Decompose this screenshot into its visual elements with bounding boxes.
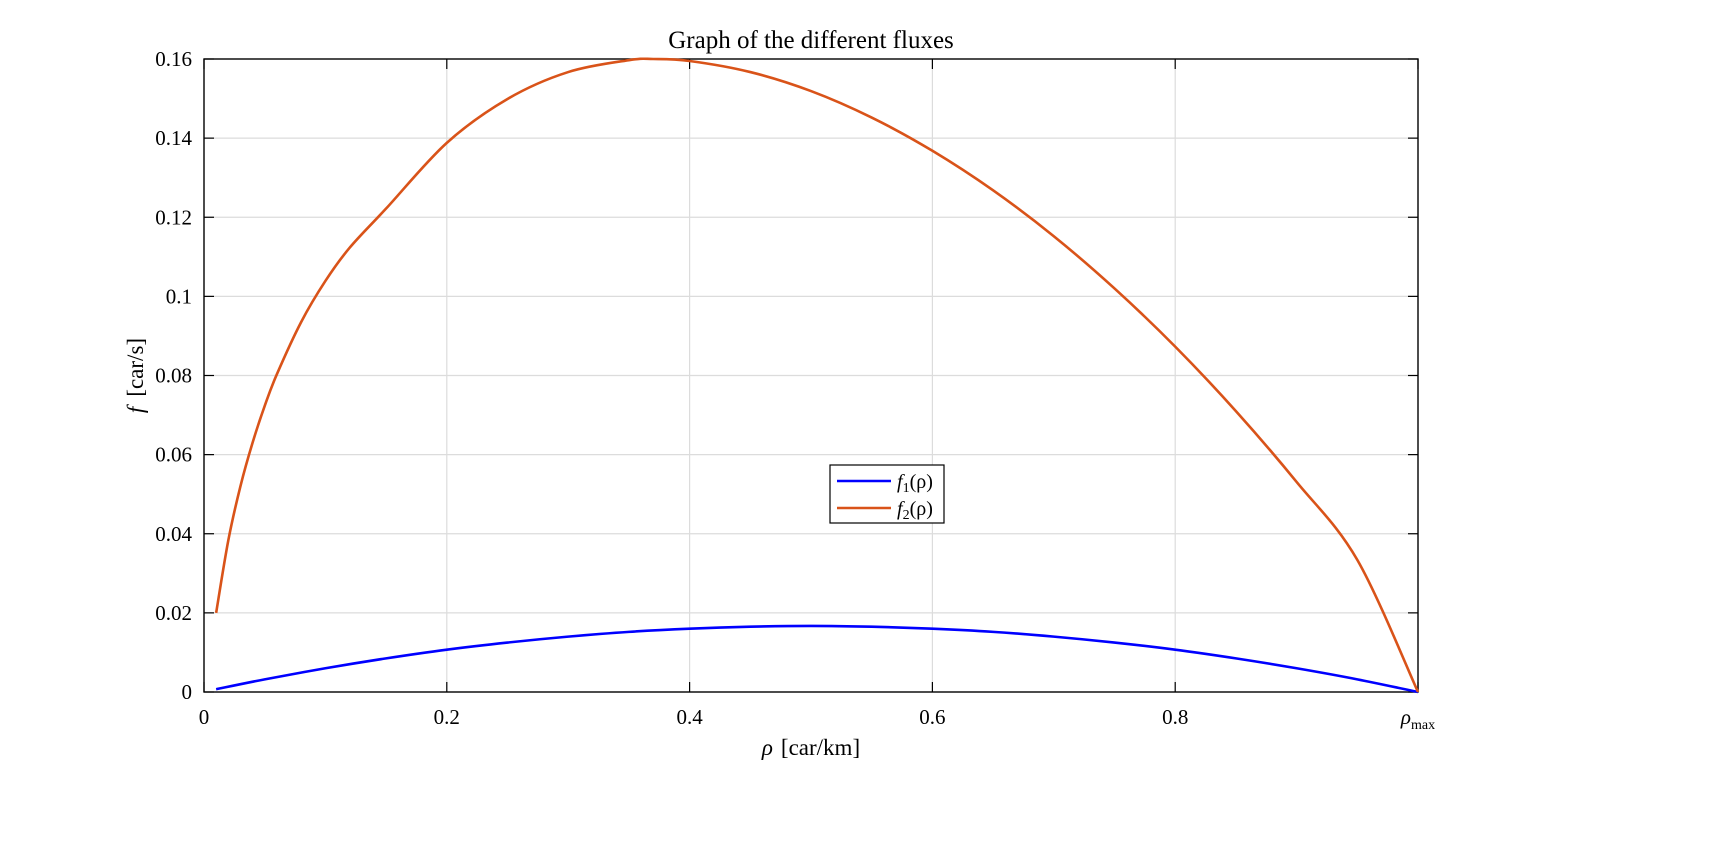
y-tick-label: 0.04	[155, 522, 192, 546]
x-axis-symbol: ρ	[761, 735, 773, 760]
legend-label-2: f2(ρ)	[897, 498, 933, 523]
x-axis-title: ρ [car/km]	[761, 735, 860, 760]
x-tick-label: 0.4	[676, 705, 703, 729]
x-tick-label: ρmax	[1400, 705, 1435, 733]
y-axis-unit: [car/s]	[123, 338, 148, 397]
legend-box	[829, 464, 945, 524]
x-tick-label: 0	[199, 705, 210, 729]
x-tick-label: 0.8	[1162, 705, 1188, 729]
y-tick-label: 0.1	[166, 284, 192, 308]
series-line-1	[215, 624, 1419, 694]
y-tick-label: 0.06	[155, 443, 192, 467]
data-series	[214, 57, 1420, 694]
legend-label-1: f1(ρ)	[897, 471, 933, 496]
x-tick-label: 0.2	[434, 705, 460, 729]
y-axis-title: f [car/s]	[123, 338, 148, 413]
x-axis-unit: [car/km]	[781, 735, 860, 760]
y-tick-label: 0	[182, 680, 193, 704]
chart-title: Graph of the different fluxes	[668, 27, 954, 54]
y-axis-symbol: f	[123, 403, 148, 413]
y-tick-label: 0.14	[155, 126, 192, 150]
y-tick-label: 0.02	[155, 601, 192, 625]
y-tick-label: 0.08	[155, 364, 192, 388]
series-line-2	[214, 57, 1420, 693]
grid-lines	[204, 59, 1418, 692]
y-tick-label: 0.16	[155, 47, 192, 71]
x-tick-label: 0.6	[919, 705, 945, 729]
legend: f1(ρ)f2(ρ)	[829, 464, 945, 524]
tick-marks: 0 0.2 0.4 0.6 0.8 ρmax 0 0.02 0.04 0.06 0.08 0.1 0.1…	[155, 47, 1435, 733]
y-tick-label: 0.12	[155, 205, 192, 229]
